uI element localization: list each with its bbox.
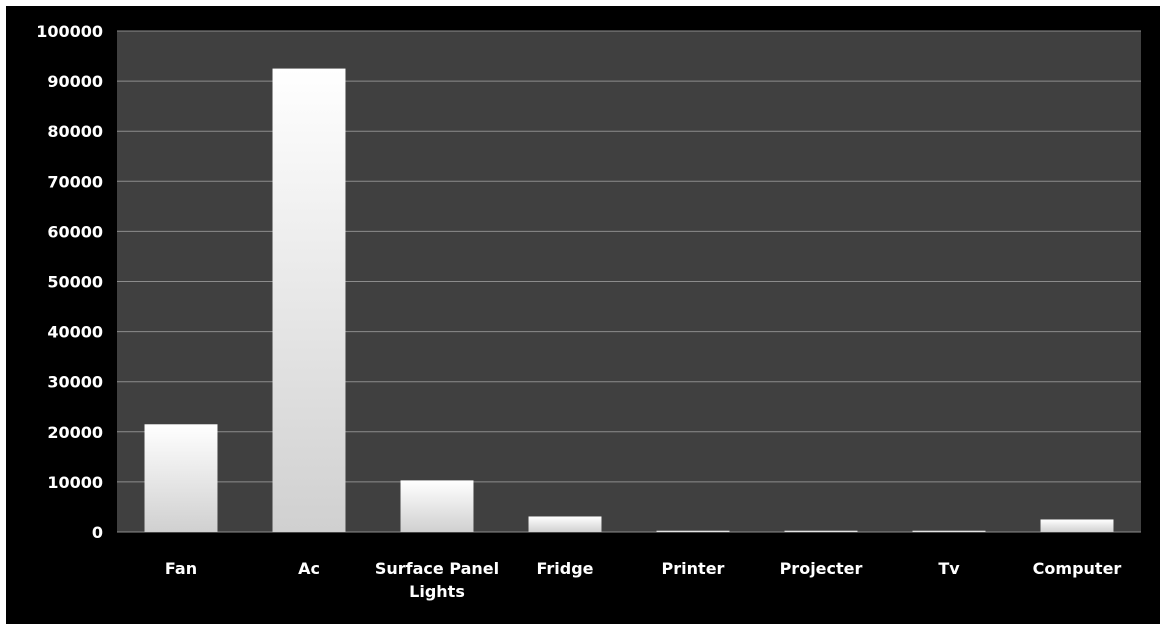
bar-printer — [656, 530, 730, 532]
y-tick-label: 30000 — [47, 373, 103, 392]
bar-ac — [272, 68, 346, 532]
bar-fridge — [528, 516, 602, 532]
x-category-label: Fridge — [536, 559, 593, 578]
bars — [144, 68, 1114, 532]
bar-computer — [1040, 519, 1114, 532]
x-category-label: Ac — [298, 559, 320, 578]
y-tick-label: 70000 — [47, 172, 103, 191]
x-category-label: Surface Panel Lights — [375, 559, 499, 601]
y-tick-label: 20000 — [47, 423, 103, 442]
y-tick-label: 60000 — [47, 222, 103, 241]
y-tick-label: 90000 — [47, 72, 103, 91]
y-tick-label: 50000 — [47, 273, 103, 292]
x-category-label: Fan — [165, 559, 197, 578]
y-tick-label: 100000 — [36, 22, 103, 41]
y-axis-ticks: 0 10000 20000 30000 40000 50000 60000 70000 8000… — [36, 22, 103, 542]
bar-chart: 0 10000 20000 30000 40000 50000 60000 70000 8000… — [36, 22, 1141, 601]
chart-frame: 0 10000 20000 30000 40000 50000 60000 70000 8000… — [6, 6, 1160, 624]
x-axis-categories: Fan Ac Surface Panel Lights Fridge Printer Pro… — [165, 559, 1122, 601]
x-category-label: Printer — [662, 559, 725, 578]
y-tick-label: 0 — [92, 523, 103, 542]
bar-projecter — [784, 530, 858, 532]
x-category-label: Tv — [938, 559, 960, 578]
y-tick-label: 80000 — [47, 122, 103, 141]
x-category-label: Projecter — [780, 559, 863, 578]
y-tick-label: 40000 — [47, 323, 103, 342]
bar-surface-panel-lights — [400, 480, 474, 532]
y-tick-label: 10000 — [47, 473, 103, 492]
x-category-label: Computer — [1033, 559, 1122, 578]
bar-tv — [912, 530, 986, 532]
bar-fan — [144, 424, 218, 532]
